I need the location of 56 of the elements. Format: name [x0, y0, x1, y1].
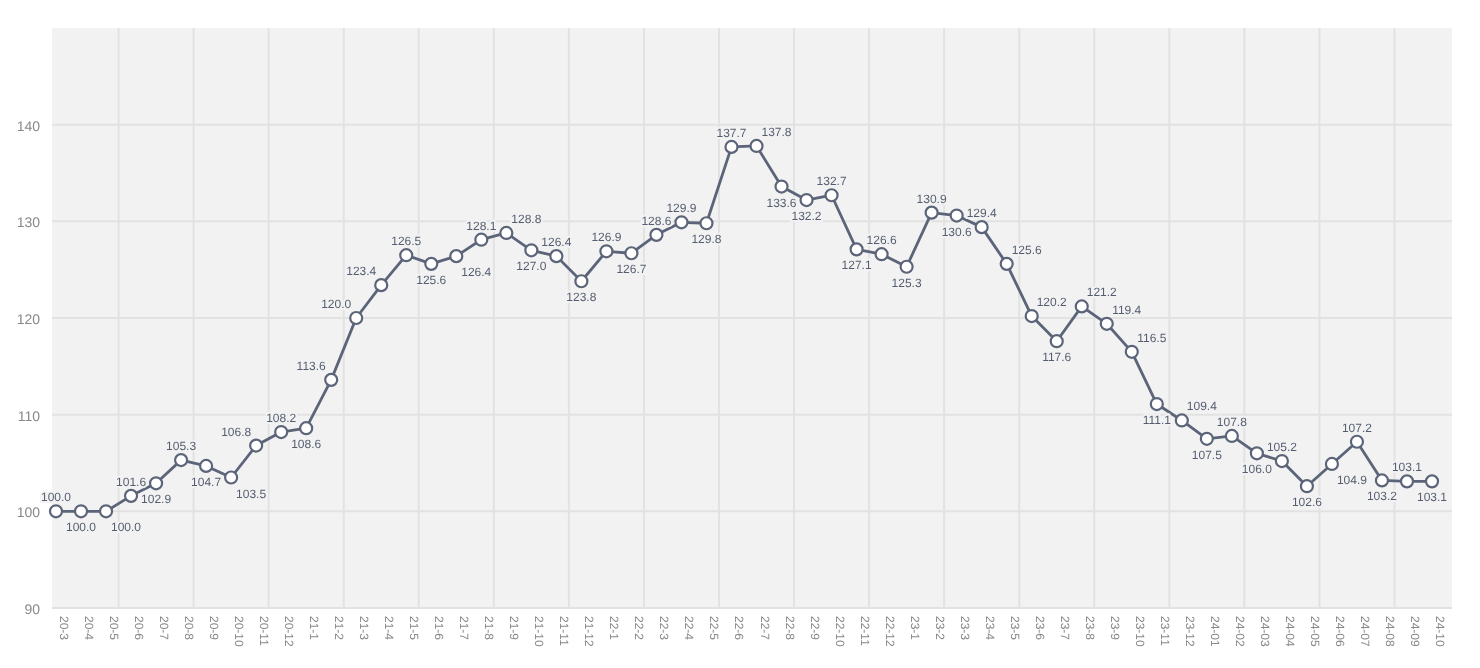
- point: [123, 488, 139, 503]
- point: [899, 259, 914, 274]
- point: [674, 215, 689, 230]
- point: [374, 278, 389, 293]
- point: [449, 249, 464, 264]
- point: [924, 205, 939, 220]
- point: [1074, 299, 1089, 314]
- point: [1199, 431, 1214, 446]
- point: [48, 504, 64, 519]
- point: [249, 438, 264, 453]
- point: [574, 274, 589, 289]
- point: [1299, 479, 1315, 494]
- point: [98, 504, 114, 519]
- point: [1099, 316, 1114, 331]
- point: [1349, 434, 1365, 449]
- point: [949, 208, 964, 223]
- point: [349, 310, 364, 326]
- point: [1024, 308, 1039, 324]
- point: [1399, 474, 1415, 489]
- point: [1174, 413, 1189, 428]
- point: [699, 216, 714, 231]
- point: [1049, 334, 1064, 349]
- point: [324, 372, 339, 387]
- point: [999, 256, 1014, 271]
- point: [649, 227, 664, 242]
- point: [799, 192, 814, 208]
- point: [1274, 453, 1289, 469]
- point: [474, 232, 489, 247]
- point: [524, 243, 539, 258]
- point: [774, 179, 789, 194]
- point: [274, 424, 289, 440]
- point: [974, 220, 989, 235]
- point: [73, 504, 89, 519]
- point: [148, 476, 164, 491]
- point: [624, 246, 639, 261]
- point: [1149, 396, 1164, 412]
- point: [224, 470, 239, 485]
- point: [1424, 474, 1440, 489]
- point: [549, 249, 564, 264]
- point: [1249, 446, 1264, 461]
- point: [199, 458, 214, 473]
- point: [1324, 456, 1340, 472]
- point: [724, 139, 739, 154]
- point: [599, 244, 614, 259]
- point: [1374, 473, 1390, 488]
- point: [849, 242, 864, 257]
- point: [874, 247, 889, 262]
- point: [1224, 428, 1239, 444]
- point: [1124, 344, 1139, 359]
- point: [824, 188, 839, 203]
- point: [299, 421, 314, 436]
- point: [399, 248, 414, 263]
- point: [499, 225, 514, 241]
- point: [749, 138, 764, 154]
- point: [173, 453, 189, 468]
- point: [424, 256, 439, 271]
